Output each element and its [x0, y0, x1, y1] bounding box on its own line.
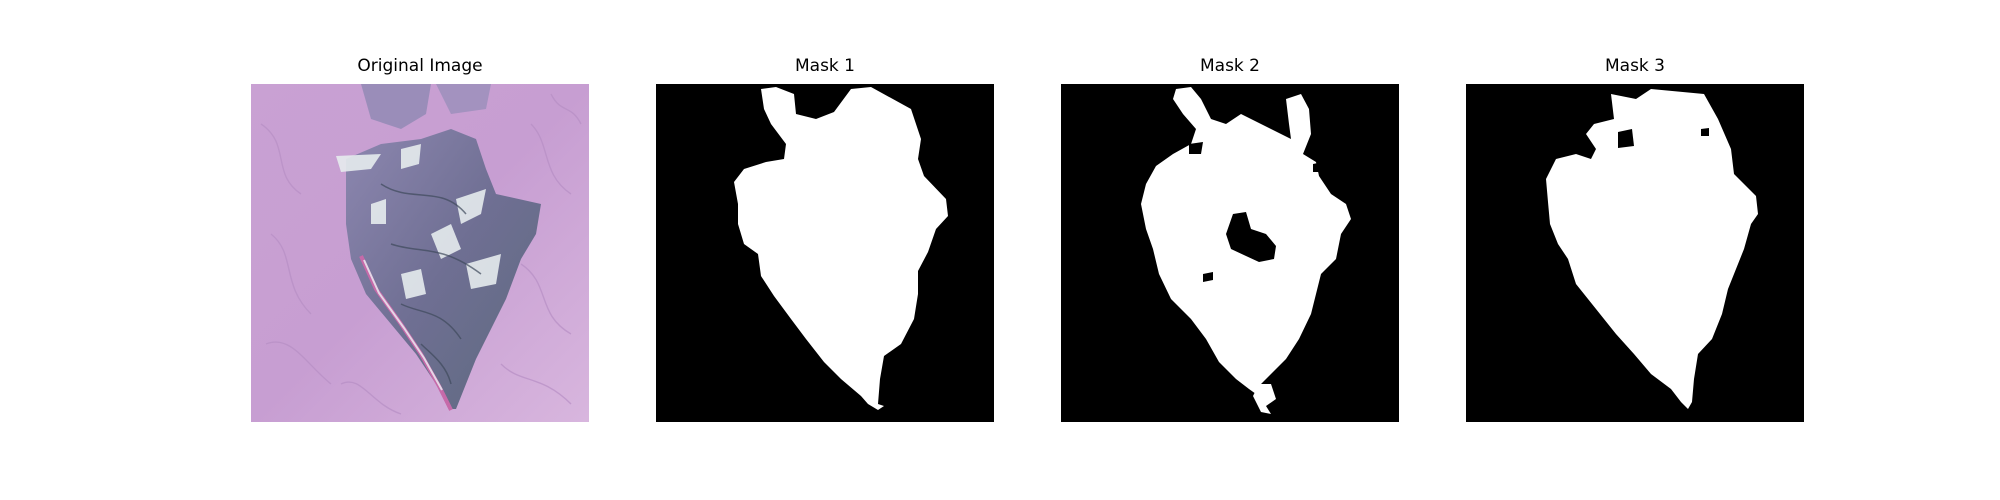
original-lesion-image [251, 84, 589, 422]
panel-title: Mask 1 [794, 56, 855, 76]
lesion-shape [346, 129, 541, 409]
lesion-texture [380, 183, 482, 385]
mask-1-region [734, 87, 948, 410]
lesion-highlights [336, 144, 501, 299]
panel-title: Original Image [357, 56, 483, 76]
panel-title: Mask 2 [1199, 56, 1260, 76]
mask-3-region [1546, 89, 1758, 409]
mask-3-image [1466, 84, 1804, 422]
mask-2-image [1061, 84, 1399, 422]
mask-1-image [656, 84, 994, 422]
panel-title: Mask 3 [1604, 56, 1665, 76]
skin-texture [260, 93, 582, 415]
